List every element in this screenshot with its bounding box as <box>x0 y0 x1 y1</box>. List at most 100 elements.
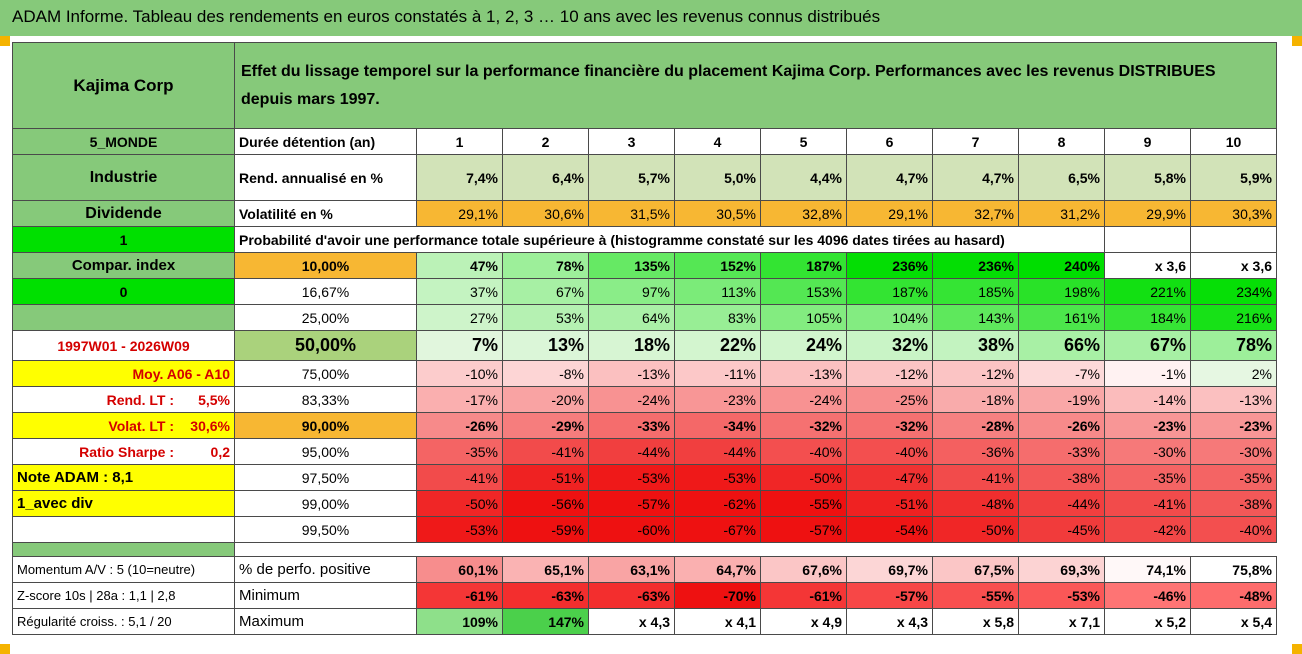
quantile-value-cell: -38% <box>1018 464 1105 491</box>
empty-cell <box>1104 226 1191 253</box>
stat-value-cell: x 5,8 <box>932 608 1019 635</box>
stat-value-cell: x 4,9 <box>760 608 847 635</box>
stat-value-cell: 63,1% <box>588 556 675 583</box>
quantile-value-cell: 2% <box>1190 360 1277 387</box>
quantile-value-cell: -13% <box>588 360 675 387</box>
quantile-value-cell: 64% <box>588 304 675 331</box>
volatility-cell: 30,6% <box>502 200 589 227</box>
quantile-value-cell: 240% <box>1018 252 1105 279</box>
volatility-cell: 29,1% <box>416 200 503 227</box>
average-label: Moy. A06 - A10 <box>12 360 235 387</box>
volatility-cell: 30,3% <box>1190 200 1277 227</box>
quantile-value-cell: 13% <box>502 330 589 361</box>
long-term-volatility-value: 30,6% <box>190 417 230 434</box>
volatility-cell: 32,8% <box>760 200 847 227</box>
quantile-value-cell: 53% <box>502 304 589 331</box>
quantile-value-cell: 143% <box>932 304 1019 331</box>
quantile-value-cell: -30% <box>1104 438 1191 465</box>
stat-label: Minimum <box>234 582 417 609</box>
quantile-label: 25,00% <box>234 304 417 331</box>
quantile-value-cell: -24% <box>760 386 847 413</box>
volatility-cell: 32,7% <box>932 200 1019 227</box>
quantile-value-cell: -45% <box>1018 516 1105 543</box>
quantile-value-cell: -41% <box>502 438 589 465</box>
long-term-return: Rend. LT : 5,5% <box>12 386 235 413</box>
quantile-label: 90,00% <box>234 412 417 439</box>
stat-side-label: Z-score 10s | 28a : 1,1 | 2,8 <box>12 582 235 609</box>
quantile-value-cell: 236% <box>932 252 1019 279</box>
quantile-value-cell: -8% <box>502 360 589 387</box>
quantile-label: 10,00% <box>234 252 417 279</box>
annual-return-cell: 5,0% <box>674 154 761 201</box>
quantile-value-cell: -40% <box>1190 516 1277 543</box>
stat-value-cell: -53% <box>1018 582 1105 609</box>
quantile-value-cell: 67% <box>502 278 589 305</box>
volatility-cell: 31,5% <box>588 200 675 227</box>
volatility-cell: 29,1% <box>846 200 933 227</box>
quantile-value-cell: -41% <box>1104 490 1191 517</box>
compar-index-label: Compar. index <box>12 252 235 279</box>
quantile-value-cell: 135% <box>588 252 675 279</box>
year-header: 5 <box>760 128 847 155</box>
long-term-return-value: 5,5% <box>198 391 230 408</box>
quantile-value-cell: -25% <box>846 386 933 413</box>
quantile-value-cell: -56% <box>502 490 589 517</box>
quantile-value-cell: 27% <box>416 304 503 331</box>
quantile-value-cell: 221% <box>1104 278 1191 305</box>
quantile-value-cell: 97% <box>588 278 675 305</box>
quantile-value-cell: -59% <box>502 516 589 543</box>
quantile-value-cell: -10% <box>416 360 503 387</box>
year-header: 4 <box>674 128 761 155</box>
quantile-value-cell: -18% <box>932 386 1019 413</box>
empty-cell <box>12 516 235 543</box>
year-header: 9 <box>1104 128 1191 155</box>
quantile-value-cell: 83% <box>674 304 761 331</box>
year-header: 6 <box>846 128 933 155</box>
quantile-value-cell: -60% <box>588 516 675 543</box>
stat-value-cell: 109% <box>416 608 503 635</box>
quantile-label: 50,00% <box>234 330 417 361</box>
volatility-cell: 29,9% <box>1104 200 1191 227</box>
stat-value-cell: x 5,2 <box>1104 608 1191 635</box>
dividend-mode: 1_avec div <box>12 490 235 517</box>
stat-value-cell: 64,7% <box>674 556 761 583</box>
flag-zero: 0 <box>12 278 235 305</box>
stat-value-cell: -55% <box>932 582 1019 609</box>
quantile-value-cell: -33% <box>1018 438 1105 465</box>
quantile-value-cell: 184% <box>1104 304 1191 331</box>
year-header: 7 <box>932 128 1019 155</box>
quantile-value-cell: 38% <box>932 330 1019 361</box>
quantile-value-cell: 37% <box>416 278 503 305</box>
stat-value-cell: 65,1% <box>502 556 589 583</box>
quantile-value-cell: -34% <box>674 412 761 439</box>
quantile-label: 83,33% <box>234 386 417 413</box>
quantile-value-cell: -23% <box>674 386 761 413</box>
long-term-volatility-label: Volat. LT : <box>108 417 174 434</box>
quantile-value-cell: -28% <box>932 412 1019 439</box>
probability-title: Probabilité d'avoir une performance tota… <box>234 226 1105 253</box>
stat-value-cell: x 7,1 <box>1018 608 1105 635</box>
quantile-label: 16,67% <box>234 278 417 305</box>
quantile-value-cell: -32% <box>760 412 847 439</box>
quantile-value-cell: -62% <box>674 490 761 517</box>
stat-value-cell: -48% <box>1190 582 1277 609</box>
quantile-value-cell: 78% <box>1190 330 1277 361</box>
corner-marker <box>1292 644 1302 654</box>
sharpe-ratio-label: Ratio Sharpe : <box>79 443 174 460</box>
annual-return-cell: 5,9% <box>1190 154 1277 201</box>
quantile-value-cell: 187% <box>846 278 933 305</box>
quantile-value-cell: 32% <box>846 330 933 361</box>
long-term-return-label: Rend. LT : <box>106 391 174 408</box>
quantile-value-cell: -13% <box>1190 386 1277 413</box>
stat-value-cell: 69,3% <box>1018 556 1105 583</box>
year-header: 8 <box>1018 128 1105 155</box>
quantile-value-cell: 234% <box>1190 278 1277 305</box>
quantile-value-cell: -26% <box>1018 412 1105 439</box>
return-label: Rend. annualisé en % <box>234 154 417 201</box>
stat-value-cell: -57% <box>846 582 933 609</box>
quantile-value-cell: -19% <box>1018 386 1105 413</box>
period-label: 1997W01 - 2026W09 <box>12 330 235 361</box>
annual-return-cell: 5,8% <box>1104 154 1191 201</box>
long-term-volatility: Volat. LT : 30,6% <box>12 412 235 439</box>
stat-value-cell: -63% <box>588 582 675 609</box>
